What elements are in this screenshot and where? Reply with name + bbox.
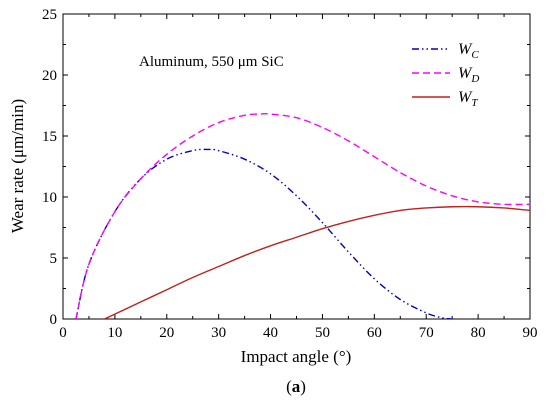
x-tick-label: 10 bbox=[107, 325, 122, 341]
chart-annotation: Aluminum, 550 μm SiC bbox=[139, 54, 284, 70]
figure-caption: (a) bbox=[286, 377, 306, 396]
y-tick-labels: 0 5 10 15 20 25 bbox=[42, 7, 57, 328]
x-tick-label: 90 bbox=[523, 325, 538, 341]
series-line-wt bbox=[104, 205, 530, 319]
x-tick-label: 0 bbox=[59, 325, 67, 341]
x-tick-label: 40 bbox=[263, 325, 278, 341]
caption-letter: a bbox=[292, 377, 301, 396]
y-axis-title: Wear rate (μm/min) bbox=[8, 99, 27, 233]
x-tick-label: 30 bbox=[211, 325, 226, 341]
x-tick-label: 70 bbox=[419, 325, 434, 341]
caption-close: ) bbox=[300, 377, 306, 396]
y-tick-label: 20 bbox=[42, 68, 57, 84]
y-tick-label: 10 bbox=[42, 190, 57, 206]
x-axis-title: Impact angle (°) bbox=[241, 347, 352, 366]
legend: WC WD WT bbox=[412, 41, 479, 109]
legend-label-wc: WC bbox=[458, 41, 479, 61]
y-tick-label: 0 bbox=[50, 312, 58, 328]
y-tick-label: 15 bbox=[42, 129, 57, 145]
legend-label-wt: WT bbox=[458, 89, 478, 109]
series-line-wd bbox=[75, 113, 530, 319]
axis-ticks bbox=[62, 13, 531, 320]
plot-frame bbox=[62, 13, 531, 320]
caption-open: ( bbox=[286, 377, 292, 396]
y-tick-label: 5 bbox=[50, 251, 58, 267]
x-tick-labels: 0 10 20 30 40 50 60 70 80 90 bbox=[59, 325, 537, 341]
x-tick-label: 50 bbox=[315, 325, 330, 341]
y-tick-label: 25 bbox=[42, 7, 57, 23]
x-tick-label: 60 bbox=[367, 325, 382, 341]
legend-label-wd: WD bbox=[458, 65, 479, 85]
series-line-wc bbox=[75, 148, 453, 319]
series-lines bbox=[75, 113, 530, 319]
x-tick-label: 20 bbox=[159, 325, 174, 341]
x-tick-label: 80 bbox=[471, 325, 486, 341]
